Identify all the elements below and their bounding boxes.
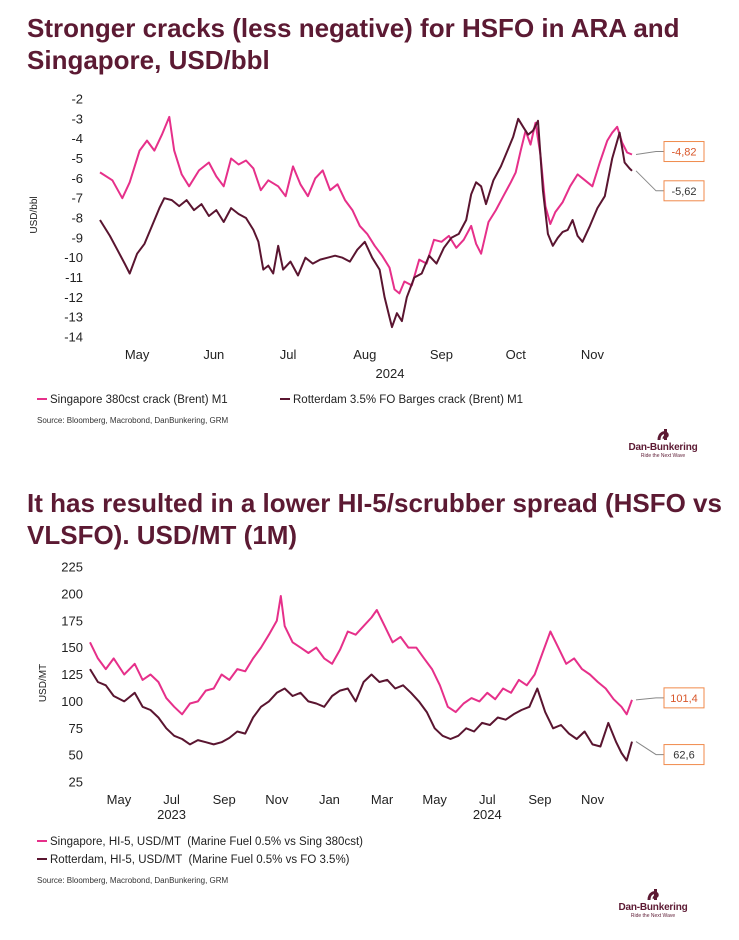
chart2-y-ticks: 225 200 175 150 125 100 75 50 25 — [61, 560, 83, 790]
brand-wave-icon — [657, 429, 669, 441]
brand-tagline: Ride the Next Wave — [630, 913, 676, 919]
y-tick-label: -12 — [64, 290, 83, 305]
year-label: 2023 — [157, 807, 186, 822]
end-label-text: 62,6 — [673, 750, 694, 762]
chart1-x-axis-label: 2024 — [376, 366, 405, 381]
series-line-1 — [89, 668, 633, 762]
brand-wave-icon — [647, 889, 659, 901]
legend-label-rotterdam-hi5: Rotterdam, HI-5, USD/MT (Marine Fuel 0.5… — [50, 854, 350, 866]
chart2-year-labels: 2023 2024 — [157, 807, 502, 822]
brand-logo-2: Dan-Bunkering Ride the Next Wave — [608, 888, 698, 919]
x-tick-label: Jan — [319, 792, 340, 807]
chart2-series — [89, 595, 633, 762]
y-tick-label: 100 — [61, 694, 83, 709]
x-tick-label: Sep — [528, 792, 551, 807]
y-tick-label: -14 — [64, 330, 83, 345]
x-tick-label: May — [422, 792, 447, 807]
y-tick-label: 150 — [61, 640, 83, 655]
y-tick-label: -7 — [71, 191, 83, 206]
y-tick-label: -5 — [71, 151, 83, 166]
x-tick-label: Aug — [353, 347, 376, 362]
year-label: 2024 — [473, 807, 502, 822]
end-label-box — [663, 744, 705, 766]
chart2-title: It has resulted in a lower HI-5/scrubber… — [27, 488, 722, 550]
series-line-1 — [99, 117, 633, 329]
chart1-title: Stronger cracks (less negative) for HSFO… — [27, 13, 680, 75]
y-tick-label: -13 — [64, 310, 83, 325]
y-tick-label: -11 — [65, 270, 83, 285]
end-label-text: -4,82 — [671, 147, 696, 159]
x-tick-label: Jul — [280, 347, 297, 362]
chart1-series — [99, 115, 633, 329]
x-tick-label: Nov — [581, 792, 605, 807]
y-tick-label: 25 — [69, 775, 83, 790]
y-tick-label: -4 — [71, 131, 83, 146]
chart1-y-axis-label: USD/bbl — [29, 196, 40, 233]
legend-label-singapore: Singapore 380cst crack (Brent) M1 — [50, 394, 228, 406]
y-tick-label: -9 — [71, 230, 83, 245]
end-label-text: -5,62 — [671, 186, 696, 198]
y-tick-label: -6 — [71, 171, 83, 186]
end-label-box — [663, 141, 705, 163]
chart2: USD/MT 225 200 175 150 125 100 75 50 25 May Jul Se… — [37, 560, 705, 885]
series-line-0 — [99, 115, 633, 295]
x-tick-label: Sep — [430, 347, 453, 362]
x-tick-label: May — [125, 347, 150, 362]
y-tick-label: -3 — [71, 111, 83, 126]
x-tick-label: Jul — [479, 792, 496, 807]
x-tick-label: Mar — [371, 792, 394, 807]
y-tick-label: 50 — [69, 748, 83, 763]
x-tick-label: Jul — [163, 792, 180, 807]
chart1-x-ticks: May Jun Jul Aug Sep Oct Nov — [125, 347, 605, 362]
y-tick-label: 200 — [61, 586, 83, 601]
x-tick-label: Jun — [203, 347, 224, 362]
end-label-leader — [635, 741, 664, 756]
chart2-source: Source: Bloomberg, Macrobond, DanBunkeri… — [37, 876, 229, 885]
chart1-legend: Singapore 380cst crack (Brent) M1 Rotter… — [37, 394, 523, 406]
y-tick-label: 75 — [69, 721, 83, 736]
chart1-source: Source: Bloomberg, Macrobond, DanBunkeri… — [37, 416, 229, 425]
x-tick-label: May — [107, 792, 132, 807]
y-tick-label: 175 — [61, 613, 83, 628]
chart2-legend: Singapore, HI-5, USD/MT (Marine Fuel 0.5… — [37, 836, 363, 866]
x-tick-label: Sep — [213, 792, 236, 807]
x-tick-label: Nov — [265, 792, 289, 807]
chart1: USD/bbl -2-3-4-5-6-7-8-9-10-11-12-13-14 … — [29, 92, 705, 425]
brand-logo-1: Dan-Bunkering Ride the Next Wave — [618, 428, 708, 459]
brand-name: Dan-Bunkering — [628, 442, 698, 453]
end-label-text: 101,4 — [670, 693, 698, 705]
y-tick-label: 125 — [61, 667, 83, 682]
chart2-end-labels: 101,4 62,6 — [635, 687, 705, 766]
brand-name: Dan-Bunkering — [618, 902, 688, 913]
y-tick-label: 225 — [61, 560, 83, 575]
legend-label-singapore-hi5: Singapore, HI-5, USD/MT (Marine Fuel 0.5… — [50, 836, 363, 848]
x-tick-label: Nov — [581, 347, 605, 362]
end-label-leader — [635, 170, 664, 192]
end-label-leader — [635, 151, 664, 156]
end-label-box — [663, 180, 705, 202]
legend-label-rotterdam: Rotterdam 3.5% FO Barges crack (Brent) M… — [293, 394, 523, 406]
chart1-y-ticks: -2 -3 -4 -5 -6 -7 -8 -9 -10 -11 -12 -13 -14 — [64, 92, 83, 345]
end-label-leader — [635, 697, 664, 701]
y-tick-label: -2 — [71, 92, 83, 107]
y-tick-label: -8 — [71, 211, 83, 226]
end-label-box — [663, 687, 705, 709]
brand-tagline: Ride the Next Wave — [640, 453, 686, 459]
chart1-end-labels: -4,82 -5,62 — [635, 141, 705, 202]
series-line-0 — [89, 595, 633, 716]
y-tick-label: -10 — [64, 250, 83, 265]
chart2-x-ticks: May Jul Sep Nov Jan Mar May Jul Sep Nov — [107, 792, 605, 807]
chart2-y-axis-label: USD/MT — [38, 664, 49, 702]
x-tick-label: Oct — [506, 347, 527, 362]
